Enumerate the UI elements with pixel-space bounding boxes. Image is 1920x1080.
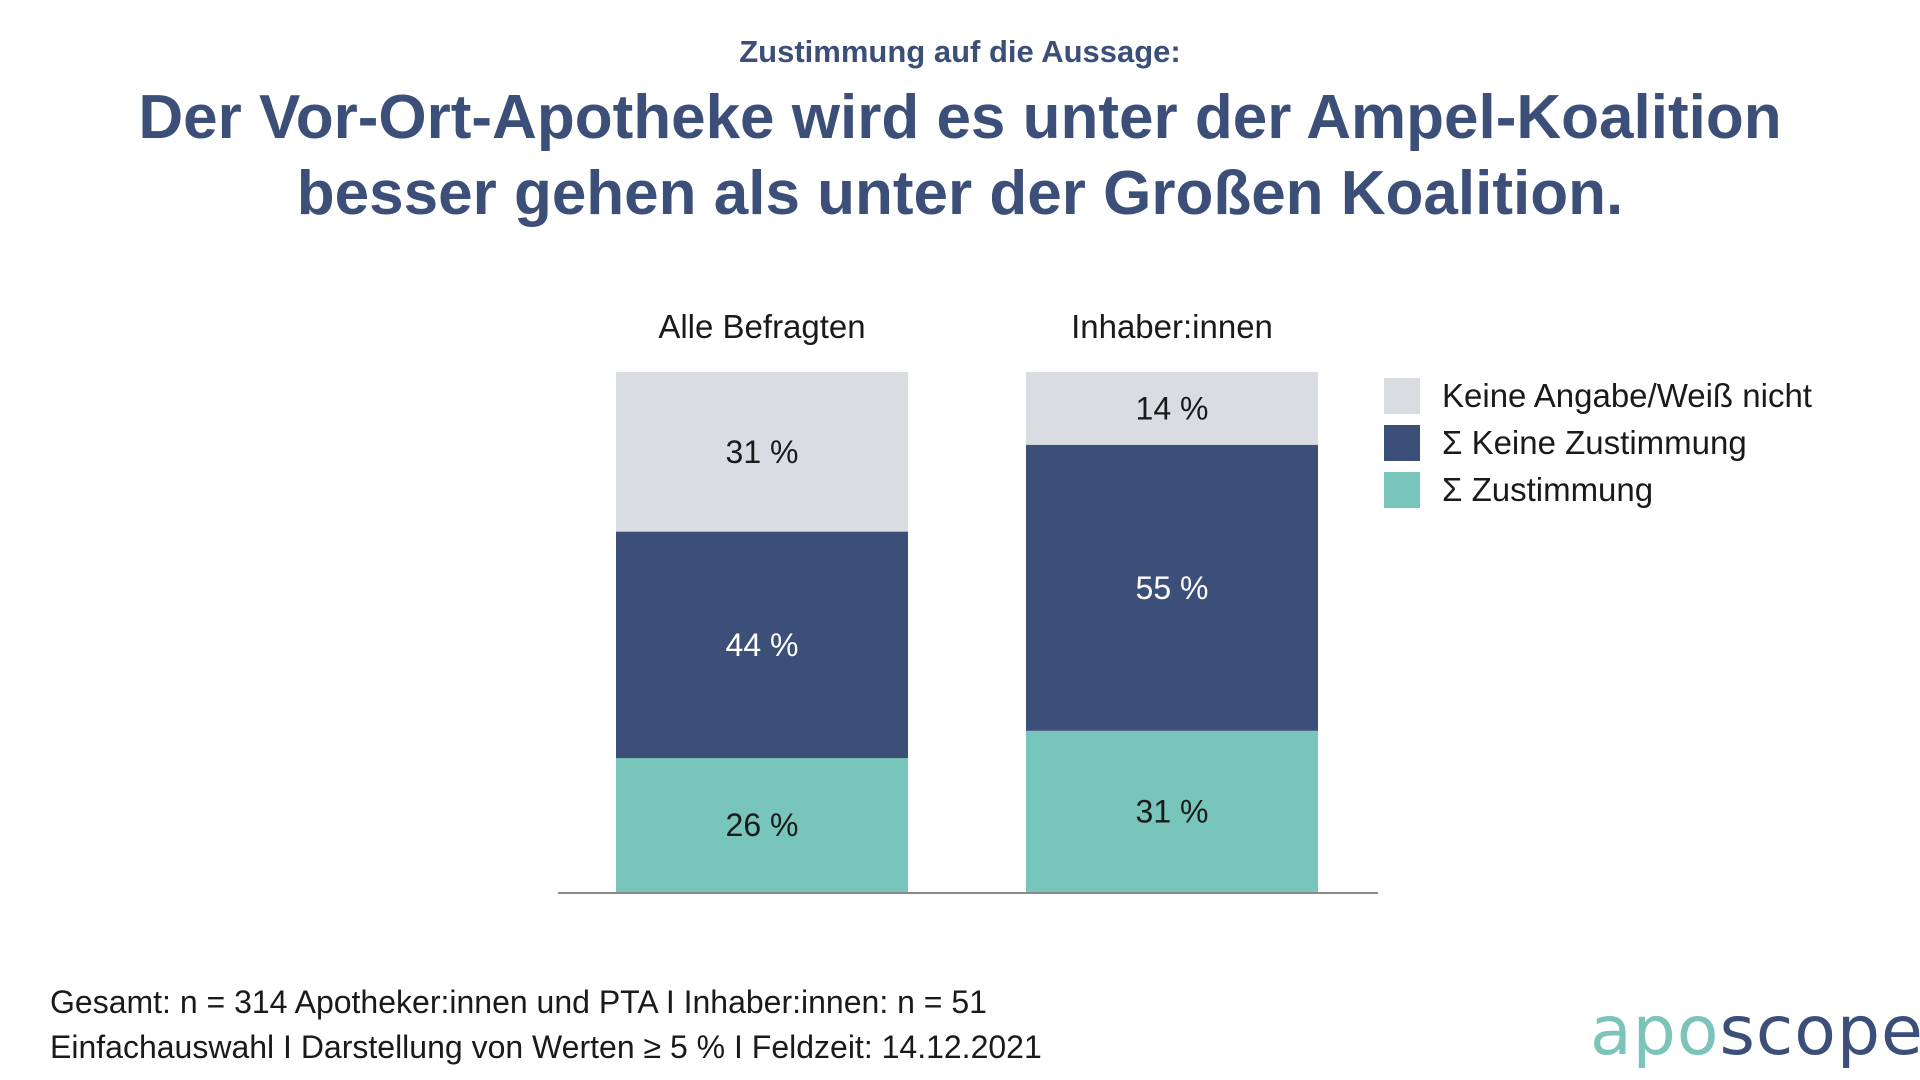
legend-label-agreement: Σ Zustimmung bbox=[1442, 470, 1654, 508]
chart-legend: Keine Angabe/Weiß nicht Σ Keine Zustimmu… bbox=[1384, 372, 1812, 513]
bar-segment-inhaber-innen-2 bbox=[1026, 372, 1318, 445]
data-label-alle-befragten-2: 31 % bbox=[726, 434, 799, 470]
footnote: Gesamt: n = 314 Apotheker:innen und PTA … bbox=[50, 980, 1042, 1070]
bar-segment-alle-befragten-2 bbox=[616, 372, 908, 532]
legend-swatch-no-agreement bbox=[1384, 424, 1420, 461]
chart-title: Der Vor-Ort-Apotheke wird es unter der A… bbox=[138, 83, 1782, 228]
legend-label-no-answer: Keine Angabe/Weiß nicht bbox=[1442, 376, 1812, 414]
bar-segment-inhaber-innen-1 bbox=[1026, 444, 1318, 731]
bar-segment-inhaber-innen-0 bbox=[1026, 730, 1318, 892]
legend-item-no-answer: Keine Angabe/Weiß nicht bbox=[1384, 372, 1812, 419]
category-label-inhaber-innen: Inhaber:innen bbox=[1071, 308, 1273, 345]
logo-part-apo: apo bbox=[1590, 992, 1720, 1071]
legend-swatch-agreement bbox=[1384, 471, 1420, 508]
stacked-bar-chart: 26 % 44 % 31 % Alle Befragten 31 % 55 % 14 % In… bbox=[558, 308, 1378, 894]
data-label-alle-befragten-1: 44 % bbox=[726, 627, 799, 663]
legend-item-agreement: Σ Zustimmung bbox=[1384, 466, 1812, 513]
legend-item-no-agreement: Σ Keine Zustimmung bbox=[1384, 419, 1812, 466]
legend-label-no-agreement: Σ Keine Zustimmung bbox=[1442, 423, 1747, 461]
data-label-inhaber-innen-0: 31 % bbox=[1136, 793, 1209, 829]
footnote-line-method: Einfachauswahl I Darstellung von Werten … bbox=[50, 1029, 1042, 1065]
data-label-inhaber-innen-1: 55 % bbox=[1136, 570, 1209, 606]
aposcope-logo: aposcope bbox=[1590, 992, 1920, 1071]
data-label-inhaber-innen-2: 14 % bbox=[1136, 390, 1209, 426]
bar-segment-alle-befragten-1 bbox=[616, 531, 908, 759]
logo-part-scope: scope bbox=[1719, 992, 1920, 1071]
legend-swatch-no-answer bbox=[1384, 377, 1420, 414]
chart-subtitle: Zustimmung auf die Aussage: bbox=[739, 34, 1181, 69]
data-label-alle-befragten-0: 26 % bbox=[726, 807, 799, 843]
bar-segment-alle-befragten-0 bbox=[616, 758, 908, 892]
footnote-line-sample: Gesamt: n = 314 Apotheker:innen und PTA … bbox=[50, 984, 987, 1020]
category-label-alle-befragten: Alle Befragten bbox=[658, 308, 865, 345]
